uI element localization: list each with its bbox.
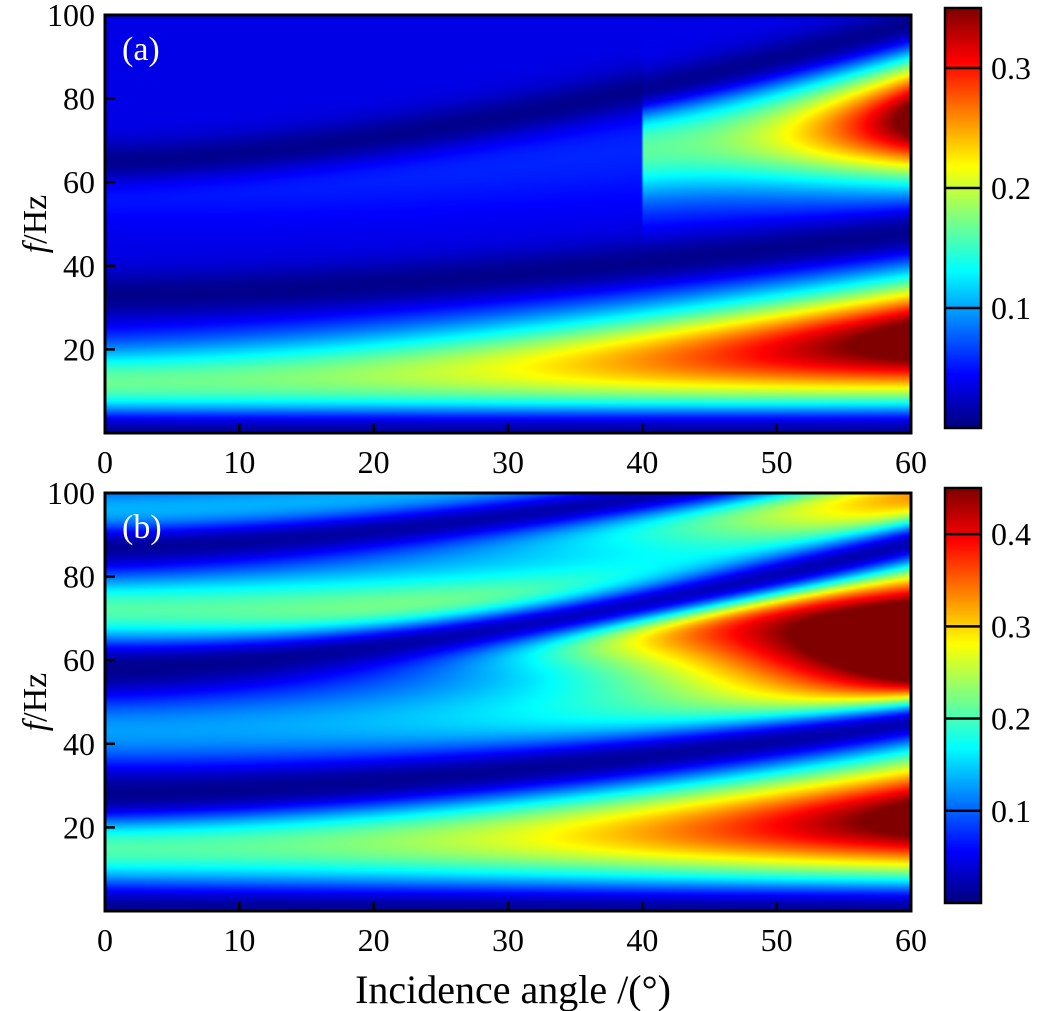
x-tick-label: 50 [761, 922, 793, 958]
x-tick-label: 40 [626, 922, 658, 958]
y-axis-b: 20 40 60 80 100 [47, 475, 115, 845]
heatmap-a [105, 15, 911, 433]
x-tick-label: 60 [895, 922, 927, 958]
x-tick-label: 10 [223, 444, 255, 480]
x-axis-a: 0 10 20 30 40 50 60 [97, 423, 927, 480]
colorbar-ticks-a: 0.1 0.2 0.3 [945, 50, 1031, 326]
x-tick-label: 50 [761, 444, 793, 480]
colorbar-gradient-a [945, 8, 981, 428]
x-tick-label: 30 [492, 444, 524, 480]
x-axis-b: 0 10 20 30 40 50 60 [97, 901, 927, 958]
y-tick-label: 40 [63, 726, 95, 762]
x-tick-label: 20 [358, 444, 390, 480]
x-tick-label: 30 [492, 922, 524, 958]
x-axis-label: Incidence angle /(°) [355, 967, 671, 1011]
y-tick-label: 100 [47, 475, 95, 511]
x-tick-label: 40 [626, 444, 658, 480]
colorbar-a: 0.1 0.2 0.3 [943, 6, 1031, 430]
y-axis-a: 20 40 60 80 100 [47, 0, 115, 367]
x-tick-label: 20 [358, 922, 390, 958]
panel-label-a: (a) [122, 31, 160, 68]
y-axis-label-a: f/Hz [17, 195, 54, 254]
colorbar-ticks-b: 0.1 0.2 0.3 0.4 [945, 516, 1031, 829]
y-tick-label: 20 [63, 331, 95, 367]
x-tick-label: 10 [223, 922, 255, 958]
colorbar-tick-label: 0.2 [991, 170, 1031, 206]
colorbar-frame-b [943, 486, 983, 905]
x-tick-label: 0 [97, 444, 113, 480]
colorbar-tick-label: 0.2 [991, 701, 1031, 737]
y-tick-label: 80 [63, 81, 95, 117]
y-tick-label: 80 [63, 559, 95, 595]
x-tick-label: 60 [895, 444, 927, 480]
colorbar-tick-label: 0.3 [991, 50, 1031, 86]
y-tick-label: 60 [63, 642, 95, 678]
colorbar-gradient-b [945, 488, 981, 903]
heatmap-b [105, 493, 911, 911]
colorbar-tick-label: 0.1 [991, 793, 1031, 829]
y-tick-label: 40 [63, 248, 95, 284]
x-tick-label: 0 [97, 922, 113, 958]
y-axis-label-b: f/Hz [17, 673, 54, 732]
y-tick-label: 100 [47, 0, 95, 33]
colorbar-tick-label: 0.3 [991, 608, 1031, 644]
colorbar-b: 0.1 0.2 0.3 0.4 [943, 486, 1031, 905]
y-tick-label: 60 [63, 164, 95, 200]
colorbar-tick-label: 0.4 [991, 516, 1031, 552]
colorbar-tick-label: 0.1 [991, 290, 1031, 326]
colorbar-frame-a [943, 6, 983, 430]
y-tick-label: 20 [63, 809, 95, 845]
panel-label-b: (b) [122, 509, 162, 546]
